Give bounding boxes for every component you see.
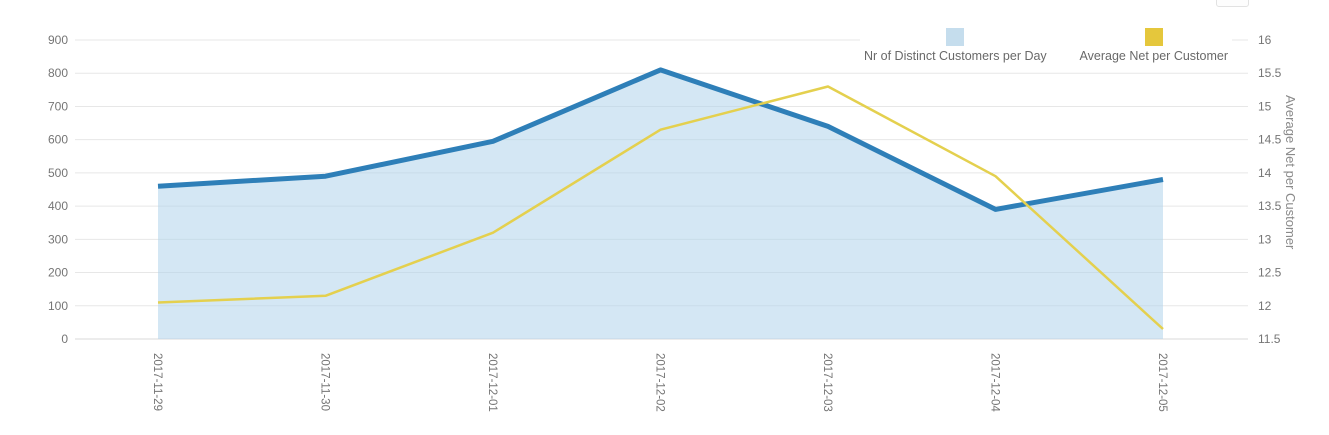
right-axis-title: Average Net per Customer xyxy=(1283,95,1298,250)
legend-swatch-distinct-customers xyxy=(946,28,965,46)
right-axis-tick-label: 16 xyxy=(1258,33,1272,47)
right-axis-tick-label: 12 xyxy=(1258,299,1272,313)
right-axis-tick-label: 13 xyxy=(1258,232,1272,246)
right-axis-tick-label: 14.5 xyxy=(1258,133,1282,147)
right-axis-tick-label: 12.5 xyxy=(1258,266,1282,280)
x-axis-tick-label: 2017-12-02 xyxy=(654,353,666,412)
left-axis-tick-label: 100 xyxy=(48,299,68,313)
area-fill-distinct-customers xyxy=(158,69,1163,340)
legend-swatch-average-net xyxy=(1144,28,1163,46)
x-axis-tick-label: 2017-12-04 xyxy=(989,353,1001,412)
right-axis-tick-label: 15 xyxy=(1258,99,1272,113)
legend-label-average-net: Average Net per Customer xyxy=(1079,49,1228,63)
left-axis-tick-label: 200 xyxy=(48,266,68,280)
x-axis-tick-label: 2017-12-03 xyxy=(821,353,833,412)
right-axis-tick-label: 11.5 xyxy=(1258,332,1281,346)
x-axis-tick-label: 2017-11-30 xyxy=(319,353,331,411)
x-axis-tick-label: 2017-12-01 xyxy=(486,353,498,412)
left-axis-tick-label: 600 xyxy=(48,133,68,147)
line-distinct-customers xyxy=(157,67,1164,212)
left-axis-tick-label: 400 xyxy=(48,199,68,213)
left-axis-tick-label: 0 xyxy=(61,332,68,346)
legend-item-average-net[interactable]: Average Net per Customer xyxy=(1080,28,1228,63)
right-axis-tick-label: 15.5 xyxy=(1258,66,1282,80)
line-average-net xyxy=(157,85,1164,330)
chart-legend: Nr of Distinct Customers per Day Average… xyxy=(860,26,1232,72)
left-axis-tick-label: 700 xyxy=(48,99,68,113)
left-axis-tick-label: 500 xyxy=(48,166,68,180)
x-axis-tick-label: 2017-12-05 xyxy=(1156,353,1168,412)
left-axis-tick-label: 800 xyxy=(48,66,68,80)
left-axis-tick-label: 900 xyxy=(48,33,68,47)
clipped-menu-button[interactable] xyxy=(1216,0,1249,7)
x-axis-tick-label: 2017-11-29 xyxy=(151,353,163,411)
right-axis-tick-label: 13.5 xyxy=(1258,199,1282,213)
legend-item-distinct-customers[interactable]: Nr of Distinct Customers per Day xyxy=(864,28,1047,63)
right-axis-tick-label: 14 xyxy=(1258,166,1272,180)
legend-label-distinct-customers: Nr of Distinct Customers per Day xyxy=(864,49,1047,63)
left-axis-tick-label: 300 xyxy=(48,232,68,246)
